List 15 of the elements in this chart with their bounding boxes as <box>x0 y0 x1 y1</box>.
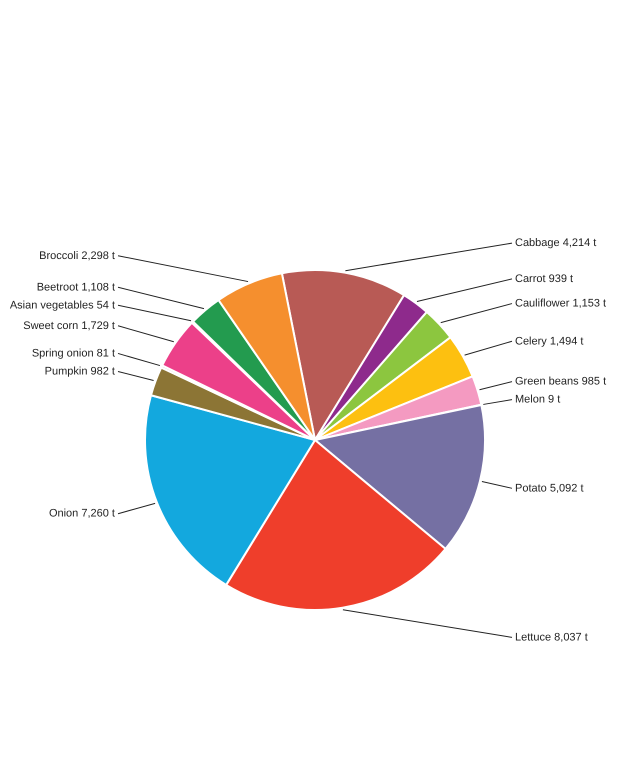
slice-label: Beetroot 1,108 t <box>36 281 115 294</box>
slice-label: Asian vegetables 54 t <box>10 299 115 312</box>
slice-label: Lettuce 8,037 t <box>515 631 588 644</box>
slice-label: Spring onion 81 t <box>32 347 115 360</box>
slice-label: Carrot 939 t <box>515 272 574 285</box>
slice-label: Sweet corn 1,729 t <box>23 320 115 332</box>
slice-label: Melon 9 t <box>515 394 560 406</box>
slice-label: Broccoli 2,298 t <box>39 250 115 262</box>
slice-label: Cauliflower 1,153 t <box>515 298 606 310</box>
slice-label: Potato 5,092 t <box>515 482 584 494</box>
slice-label: Pumpkin 982 t <box>44 365 115 378</box>
slice-label: Cabbage 4,214 t <box>515 237 596 250</box>
slice-label: Onion 7,260 t <box>48 508 115 520</box>
slice-label: Celery 1,494 t <box>515 335 584 348</box>
slice-label: Green beans 985 t <box>515 376 606 388</box>
